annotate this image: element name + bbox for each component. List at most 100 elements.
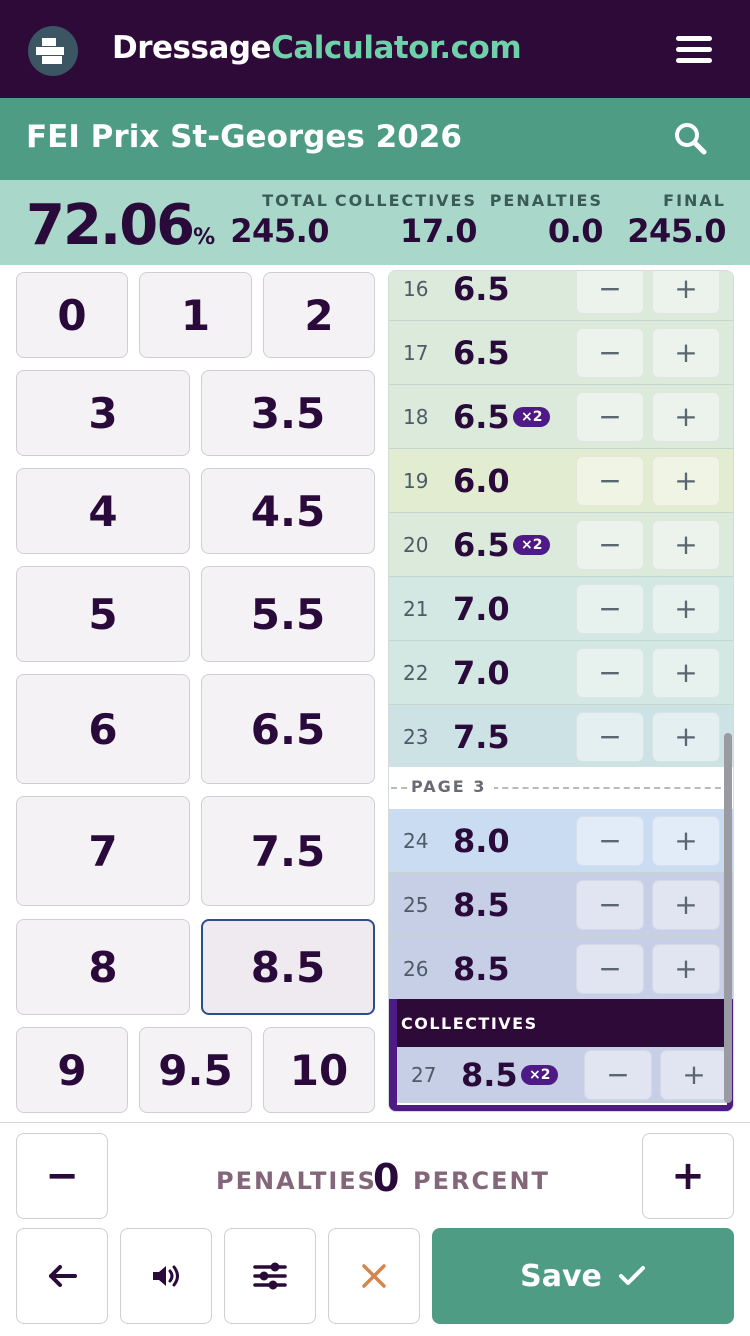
increment-button[interactable]: + (652, 711, 720, 762)
movement-row-19[interactable]: 19 6.0 − + (389, 449, 733, 513)
key-3[interactable]: 3 (16, 370, 190, 456)
key-9-5[interactable]: 9.5 (139, 1027, 252, 1113)
increment-button[interactable]: + (652, 327, 720, 378)
settings-button[interactable] (224, 1228, 316, 1324)
decrement-button[interactable]: − (576, 455, 644, 506)
key-2[interactable]: 2 (263, 272, 375, 358)
key-6-5[interactable]: 6.5 (201, 674, 375, 784)
key-0[interactable]: 0 (16, 272, 128, 358)
arrow-left-icon (49, 1265, 77, 1287)
movement-row-23[interactable]: 23 7.5 − + (389, 705, 733, 769)
increment-button[interactable]: + (652, 583, 720, 634)
key-7[interactable]: 7 (16, 796, 190, 906)
movement-number: 27 (411, 1062, 437, 1087)
brand-name[interactable]: DressageCalculator.com (112, 30, 522, 66)
total-value: 245.0 (230, 212, 329, 250)
movement-number: 21 (403, 596, 429, 621)
decrement-button[interactable]: − (576, 391, 644, 442)
speaker-icon (153, 1265, 179, 1287)
movement-score[interactable]: 7.0 (453, 589, 510, 628)
penalty-minus-button[interactable]: − (16, 1133, 108, 1219)
movement-row-20[interactable]: 20 6.5 ×2 − + (389, 513, 733, 577)
movement-row-26[interactable]: 26 8.5 − + (389, 937, 733, 1001)
page-separator: PAGE 3 (389, 767, 733, 809)
total-label: TOTAL (262, 191, 329, 210)
movement-row-18[interactable]: 18 6.5 ×2 − + (389, 385, 733, 449)
penalty-label: PENALTIES (216, 1167, 377, 1195)
movement-score[interactable]: 6.0 (453, 461, 510, 500)
decrement-button[interactable]: − (576, 943, 644, 994)
movement-score[interactable]: 6.5 (453, 525, 510, 564)
penalty-value: 0 (373, 1156, 400, 1200)
decrement-button[interactable]: − (576, 815, 644, 866)
movement-score[interactable]: 8.5 (453, 885, 510, 924)
penalty-plus-button[interactable]: + (642, 1133, 734, 1219)
movement-row-25[interactable]: 25 8.5 − + (389, 873, 733, 937)
increment-button[interactable]: + (652, 455, 720, 506)
key-9[interactable]: 9 (16, 1027, 128, 1113)
decrement-button[interactable]: − (584, 1049, 652, 1100)
key-5-5[interactable]: 5.5 (201, 566, 375, 662)
increment-button[interactable]: + (652, 815, 720, 866)
dressage-logo-icon[interactable] (28, 26, 78, 76)
movement-score[interactable]: 6.5 (453, 397, 510, 436)
movement-row-24[interactable]: 24 8.0 − + (389, 809, 733, 873)
movement-row-27[interactable]: 27 8.5 ×2 − + (397, 1047, 728, 1103)
movement-score[interactable]: 6.5 (453, 270, 510, 308)
movement-row-16[interactable]: 16 6.5 − + (389, 270, 733, 321)
decrement-button[interactable]: − (576, 271, 644, 314)
percentage-sign: % (193, 225, 216, 250)
movement-row-17[interactable]: 17 6.5 − + (389, 321, 733, 385)
movement-score[interactable]: 8.5 (453, 949, 510, 988)
movement-number: 17 (403, 340, 429, 365)
key-6[interactable]: 6 (16, 674, 190, 784)
key-4-5[interactable]: 4.5 (201, 468, 375, 554)
key-8[interactable]: 8 (16, 919, 190, 1015)
movement-score[interactable]: 8.5 (461, 1055, 518, 1094)
increment-button[interactable]: + (652, 519, 720, 570)
movement-number: 23 (403, 724, 429, 749)
increment-button[interactable]: + (652, 271, 720, 314)
key-10[interactable]: 10 (263, 1027, 375, 1113)
test-bar: FEI Prix St-Georges 2026 (0, 98, 750, 180)
increment-button[interactable]: + (652, 647, 720, 698)
clear-button[interactable] (328, 1228, 420, 1324)
increment-button[interactable]: + (660, 1049, 728, 1100)
increment-button[interactable]: + (652, 879, 720, 930)
test-title[interactable]: FEI Prix St-Georges 2026 (26, 119, 462, 155)
movement-score[interactable]: 7.5 (453, 717, 510, 756)
movement-score[interactable]: 6.5 (453, 333, 510, 372)
decrement-button[interactable]: − (576, 711, 644, 762)
penalties-label: PENALTIES (489, 191, 603, 210)
key-5[interactable]: 5 (16, 566, 190, 662)
key-7-5[interactable]: 7.5 (201, 796, 375, 906)
sound-button[interactable] (120, 1228, 212, 1324)
collectives-header: COLLECTIVES (389, 999, 733, 1047)
movement-row-21[interactable]: 21 7.0 − + (389, 577, 733, 641)
increment-button[interactable]: + (652, 391, 720, 442)
key-3-5[interactable]: 3.5 (201, 370, 375, 456)
movement-score[interactable]: 7.0 (453, 653, 510, 692)
movement-number: 16 (403, 276, 429, 301)
increment-button[interactable]: + (652, 943, 720, 994)
decrement-button[interactable]: − (576, 647, 644, 698)
movement-score[interactable]: 8.0 (453, 821, 510, 860)
search-icon[interactable] (674, 122, 708, 156)
decrement-button[interactable]: − (576, 327, 644, 378)
key-4[interactable]: 4 (16, 468, 190, 554)
save-button[interactable]: Save (432, 1228, 734, 1324)
hamburger-menu-icon[interactable] (676, 36, 712, 64)
percentage-value: 72.06 (26, 193, 195, 258)
movement-row-22[interactable]: 22 7.0 − + (389, 641, 733, 705)
sliders-icon (253, 1262, 287, 1290)
key-8-5-selected[interactable]: 8.5 (201, 919, 375, 1015)
decrement-button[interactable]: − (576, 879, 644, 930)
collectives-header-label: COLLECTIVES (401, 1014, 538, 1033)
movement-list[interactable]: 16 6.5− +17 6.5− +18 6.5 ×2− +19 6.0− +20 6.5 ×2− +2… (388, 270, 734, 1112)
movement-number: 24 (403, 828, 429, 853)
decrement-button[interactable]: − (576, 583, 644, 634)
decrement-button[interactable]: − (576, 519, 644, 570)
key-1[interactable]: 1 (139, 272, 252, 358)
back-button[interactable] (16, 1228, 108, 1324)
list-scrollbar[interactable] (724, 733, 732, 1103)
